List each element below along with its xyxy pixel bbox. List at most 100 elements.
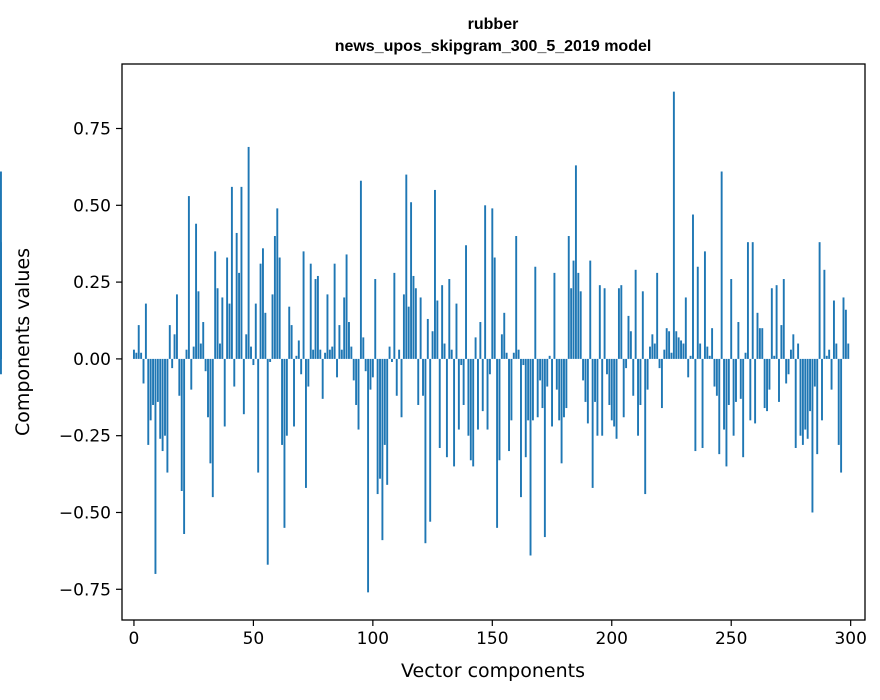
bar	[0, 171, 2, 359]
bar	[651, 334, 654, 359]
bar	[622, 358, 625, 418]
x-tick-label: 200	[596, 629, 628, 649]
bar	[703, 251, 706, 359]
bar	[558, 358, 561, 421]
bar	[586, 358, 589, 424]
bar	[209, 358, 212, 464]
bar	[629, 331, 632, 359]
bar	[235, 232, 238, 359]
bar	[529, 358, 532, 556]
bar	[567, 236, 570, 359]
bar	[639, 358, 642, 405]
bar	[140, 352, 143, 359]
y-tick-label: −0.50	[59, 503, 111, 523]
bar	[281, 358, 284, 445]
bar	[551, 358, 553, 427]
y-axis-ticks: −0.75 −0.50 −0.25 0.00 0.25 0.50 0.75	[59, 120, 122, 600]
bar	[680, 340, 682, 359]
bar	[336, 358, 338, 378]
x-axis-label: Vector components	[401, 660, 585, 682]
bar	[553, 272, 556, 359]
bar	[770, 288, 773, 359]
bar	[625, 358, 628, 369]
bar	[763, 358, 766, 409]
bar	[257, 358, 260, 473]
bar	[379, 358, 381, 479]
y-tick-label: 0.50	[73, 196, 111, 216]
bar	[565, 358, 568, 409]
bar	[496, 358, 499, 528]
bar	[467, 358, 470, 436]
bar	[147, 358, 150, 445]
bar	[376, 358, 379, 495]
bar	[417, 358, 420, 405]
chart-title-line-1: rubber	[468, 16, 519, 33]
bar	[142, 358, 145, 384]
bar	[584, 358, 587, 402]
bar	[221, 297, 224, 359]
bar	[137, 325, 140, 359]
bar	[348, 322, 350, 359]
bar	[594, 358, 596, 402]
bar	[799, 358, 802, 436]
bar	[465, 245, 467, 359]
bar	[637, 358, 639, 436]
bar	[393, 272, 396, 359]
bar	[484, 205, 487, 359]
bar	[634, 269, 637, 359]
bar	[178, 358, 181, 396]
bar	[214, 251, 217, 359]
bar	[474, 337, 477, 359]
bar	[720, 171, 723, 359]
bar	[536, 358, 539, 418]
bar	[369, 358, 372, 390]
bar	[460, 358, 463, 366]
bar	[453, 358, 456, 467]
bar	[491, 208, 494, 359]
bar	[211, 358, 214, 498]
bar	[780, 325, 783, 359]
bar	[386, 358, 389, 485]
bar	[448, 279, 451, 359]
bar	[355, 358, 358, 405]
bar	[825, 355, 828, 359]
bar	[455, 303, 458, 359]
bar	[362, 337, 365, 359]
bar	[295, 355, 298, 359]
bar	[240, 186, 243, 359]
bar	[345, 254, 348, 359]
bar	[620, 285, 623, 359]
bar	[297, 340, 300, 359]
bar	[548, 355, 551, 359]
bar	[522, 358, 525, 366]
bar	[603, 288, 606, 359]
bar	[517, 349, 520, 359]
bar	[563, 358, 565, 418]
bar	[555, 358, 558, 390]
bar	[823, 269, 826, 359]
bar	[154, 358, 157, 574]
bar	[230, 186, 233, 359]
bar	[749, 358, 752, 421]
bar	[252, 358, 255, 366]
bar	[794, 358, 797, 448]
bar	[835, 343, 838, 359]
bar	[689, 355, 692, 359]
bar	[539, 358, 542, 381]
bar	[500, 334, 503, 359]
bar	[574, 165, 577, 359]
bar	[754, 358, 757, 424]
bar	[367, 358, 370, 593]
bar	[245, 334, 248, 359]
bar	[164, 358, 166, 436]
bar	[531, 358, 534, 421]
bar	[171, 358, 174, 369]
bar	[570, 288, 573, 359]
bar	[610, 358, 613, 421]
bar	[216, 288, 219, 359]
bar	[577, 272, 580, 359]
bar	[262, 248, 264, 359]
bar	[715, 358, 718, 396]
bar	[582, 358, 585, 381]
bar	[646, 358, 649, 390]
